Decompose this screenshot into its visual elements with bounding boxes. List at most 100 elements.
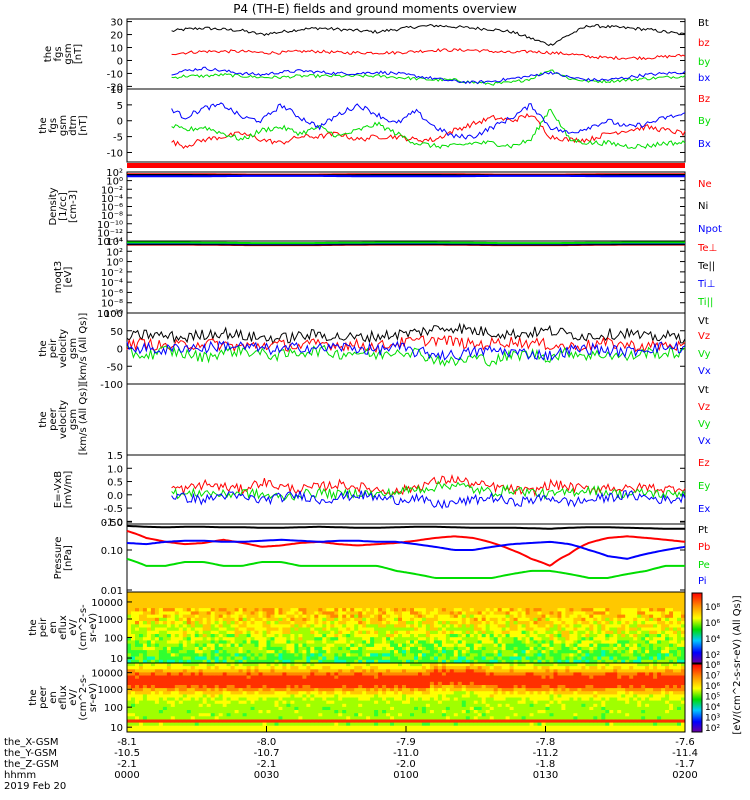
heatmap-cell (210, 722, 216, 727)
heatmap-cell (170, 703, 176, 708)
heatmap-cell (150, 725, 156, 730)
heatmap-cell (406, 691, 411, 695)
heatmap-cell (302, 624, 307, 628)
heatmap-cell (131, 621, 136, 625)
heatmap-cell (621, 630, 626, 635)
heatmap-cell (286, 624, 291, 628)
heatmap-cell (641, 621, 646, 625)
heatmap-cell (139, 598, 144, 603)
heatmap-cell (318, 634, 323, 638)
heatmap-cell (314, 637, 319, 641)
heatmap-cell (517, 595, 522, 599)
heatmap-cell (270, 710, 275, 714)
heatmap-cell (186, 685, 192, 689)
heatmap-cell (545, 656, 550, 661)
heatmap-cell (170, 697, 176, 701)
heatmap-cell (677, 643, 682, 648)
heatmap-cell (238, 691, 243, 695)
heatmap-cell (653, 604, 658, 609)
heatmap-cell (166, 643, 172, 648)
heatmap-cell (533, 656, 538, 661)
heatmap-cell (242, 700, 247, 705)
heatmap-cell (629, 637, 634, 641)
heatmap-cell (637, 592, 642, 596)
heatmap-cell (513, 598, 518, 603)
heatmap-cell (314, 663, 319, 667)
heatmap-cell (394, 663, 399, 667)
heatmap-cell (290, 643, 295, 648)
heatmap-cell (481, 634, 487, 638)
heatmap-cell (585, 650, 590, 654)
heatmap-cell (342, 700, 347, 705)
heatmap-cell (410, 719, 415, 723)
heatmap-cell (158, 694, 164, 698)
heatmap-cell (398, 722, 403, 727)
heatmap-cell (485, 646, 491, 651)
heatmap-cell (402, 700, 407, 705)
heatmap-cell (202, 672, 208, 676)
heatmap-cell (665, 646, 670, 651)
heatmap-cell (139, 608, 144, 612)
heatmap-cell (398, 627, 403, 632)
heatmap-cell (414, 675, 419, 679)
heatmap-cell (334, 678, 339, 683)
heatmap-cell (433, 614, 439, 619)
heatmap-cell (326, 719, 331, 723)
heatmap-cell (681, 614, 686, 619)
heatmap-cell (461, 621, 467, 625)
heatmap-cell (274, 688, 279, 692)
heatmap-cell (489, 659, 495, 664)
heatmap-cell (162, 685, 168, 689)
heatmap-cell (661, 659, 666, 664)
heatmap-cell (354, 643, 359, 648)
heatmap-cell (338, 611, 343, 615)
heatmap-cell (254, 728, 259, 733)
heatmap-cell (142, 659, 148, 664)
heatmap-cell (342, 637, 347, 641)
heatmap-cell (473, 627, 479, 632)
y-axis-label: the (43, 46, 54, 62)
heatmap-cell (553, 621, 558, 625)
heatmap-cell (198, 621, 204, 625)
heatmap-cell (541, 656, 546, 661)
heatmap-cell (529, 601, 534, 606)
heatmap-cell (190, 672, 196, 676)
heatmap-cell (386, 675, 391, 679)
heatmap-cell (661, 617, 666, 622)
heatmap-cell (154, 640, 160, 644)
heatmap-cell (418, 706, 423, 711)
heatmap-cell (234, 630, 239, 635)
heatmap-cell (278, 621, 283, 625)
heatmap-cell (577, 643, 582, 648)
heatmap-cell (250, 643, 255, 648)
heatmap-cell (182, 627, 188, 632)
heatmap-cell (326, 678, 331, 683)
heatmap-cell (274, 697, 279, 701)
heatmap-cell (453, 601, 459, 606)
heatmap-cell (190, 627, 196, 632)
heatmap-cell (326, 640, 331, 644)
heatmap-cell (653, 611, 658, 615)
heatmap-cell (322, 653, 327, 657)
heatmap-cell (561, 595, 566, 599)
heatmap-cell (378, 722, 383, 727)
heatmap-cell (170, 640, 176, 644)
heatmap-cell (330, 669, 335, 673)
heatmap-cell (433, 604, 439, 609)
heatmap-cell (322, 685, 327, 689)
heatmap-cell (238, 646, 243, 651)
heatmap-cell (158, 728, 164, 733)
heatmap-cell (529, 598, 534, 603)
heatmap-cell (242, 592, 247, 596)
heatmap-cell (565, 621, 570, 625)
heatmap-cell (561, 592, 566, 596)
heatmap-cell (509, 640, 514, 644)
heatmap-cell (665, 634, 670, 638)
heatmap-cell (549, 595, 554, 599)
heatmap-cell (617, 656, 622, 661)
heatmap-cell (406, 630, 411, 635)
heatmap-cell (334, 598, 339, 603)
heatmap-cell (533, 608, 538, 612)
heatmap-cell (131, 663, 136, 667)
heatmap-cell (250, 728, 255, 733)
